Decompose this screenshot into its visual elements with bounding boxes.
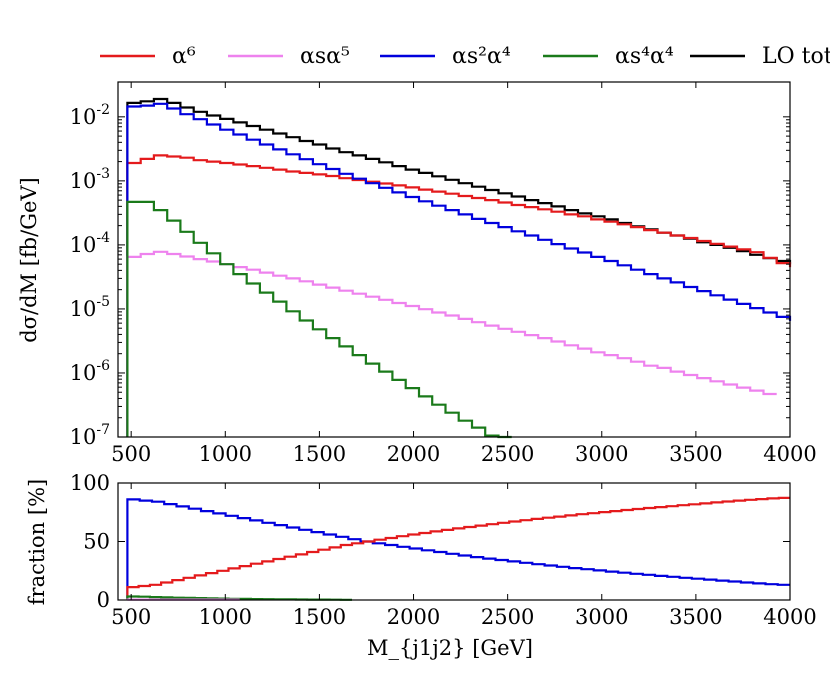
top-x-ticks: 500 1000 1500 2000 2500 3000 3500 4000 (111, 82, 817, 466)
legend-label-0: α⁶ (172, 44, 196, 69)
top-ytick-label-1: 10-3 (70, 166, 110, 193)
legend-label-4: LO total (762, 44, 830, 69)
bottom-series-group (126, 496, 790, 601)
legend-label-1: αsα⁵ (300, 44, 350, 69)
top-xtick-label-3: 2000 (387, 442, 440, 466)
top-ytick-label-2: 10-4 (70, 230, 110, 257)
top-xtick-label-4: 2500 (481, 442, 534, 466)
cross-section-panel: 500 1000 1500 2000 2500 3000 3500 4000 10-2 10-3… (17, 81, 817, 466)
legend-label-3: αs⁴α⁴ (615, 44, 674, 69)
top-xtick-label-6: 3500 (669, 442, 722, 466)
top-series-line-2 (126, 102, 792, 437)
top-ytick-label-5: 10-7 (70, 422, 110, 449)
bottom-series-line-0 (126, 498, 790, 600)
bottom-xtick-label-1: 1000 (199, 605, 252, 629)
bottom-x-ticks: 500 1000 1500 2000 2500 3000 3500 4000 (111, 483, 817, 629)
top-ytick-label-0: 10-2 (70, 102, 110, 129)
top-series-line-3 (126, 250, 777, 437)
bottom-ytick-label-0: 0 (97, 588, 110, 612)
top-series-group (126, 97, 792, 439)
bottom-y-ticks: 0 50 100 (70, 471, 790, 612)
bottom-xtick-label-7: 4000 (763, 605, 816, 629)
bottom-xtick-label-0: 500 (111, 605, 151, 629)
bottom-ytick-label-1: 50 (83, 530, 110, 554)
fraction-panel: 500 1000 1500 2000 2500 3000 3500 4000 0 50 100 f… (25, 471, 817, 660)
top-xtick-label-2: 1500 (293, 442, 346, 466)
top-series-line-4 (126, 200, 512, 439)
top-panel-frame (117, 81, 791, 438)
top-series-line-1 (126, 154, 792, 437)
bottom-series-line-1 (126, 496, 790, 600)
bottom-xtick-label-2: 1500 (293, 605, 346, 629)
top-y-ticks: 10-2 10-3 10-4 10-5 10-6 10-7 (70, 102, 790, 449)
bottom-xtick-label-6: 3500 (669, 605, 722, 629)
top-xtick-label-5: 3000 (575, 442, 628, 466)
top-series-line-0 (126, 97, 792, 437)
bottom-panel-frame (117, 482, 791, 601)
top-ytick-label-3: 10-5 (70, 294, 110, 321)
top-ytick-label-4: 10-6 (70, 358, 110, 385)
bottom-xtick-label-5: 3000 (575, 605, 628, 629)
legend: α⁶ αsα⁵ αs²α⁴ αs⁴α⁴ LO total (100, 44, 830, 69)
top-y-axis-title: dσ/dM [fb/GeV] (17, 177, 41, 343)
bottom-xtick-label-4: 2500 (481, 605, 534, 629)
top-xtick-label-1: 1000 (199, 442, 252, 466)
top-xtick-label-7: 4000 (763, 442, 816, 466)
bottom-xtick-label-3: 2000 (387, 605, 440, 629)
bottom-x-axis-title: M_{j1j2} [GeV] (367, 636, 533, 660)
bottom-ytick-label-2: 100 (70, 471, 110, 495)
bottom-y-axis-title: fraction [%] (25, 479, 49, 605)
legend-label-2: αs²α⁴ (452, 44, 511, 69)
top-xtick-label-0: 500 (111, 442, 151, 466)
